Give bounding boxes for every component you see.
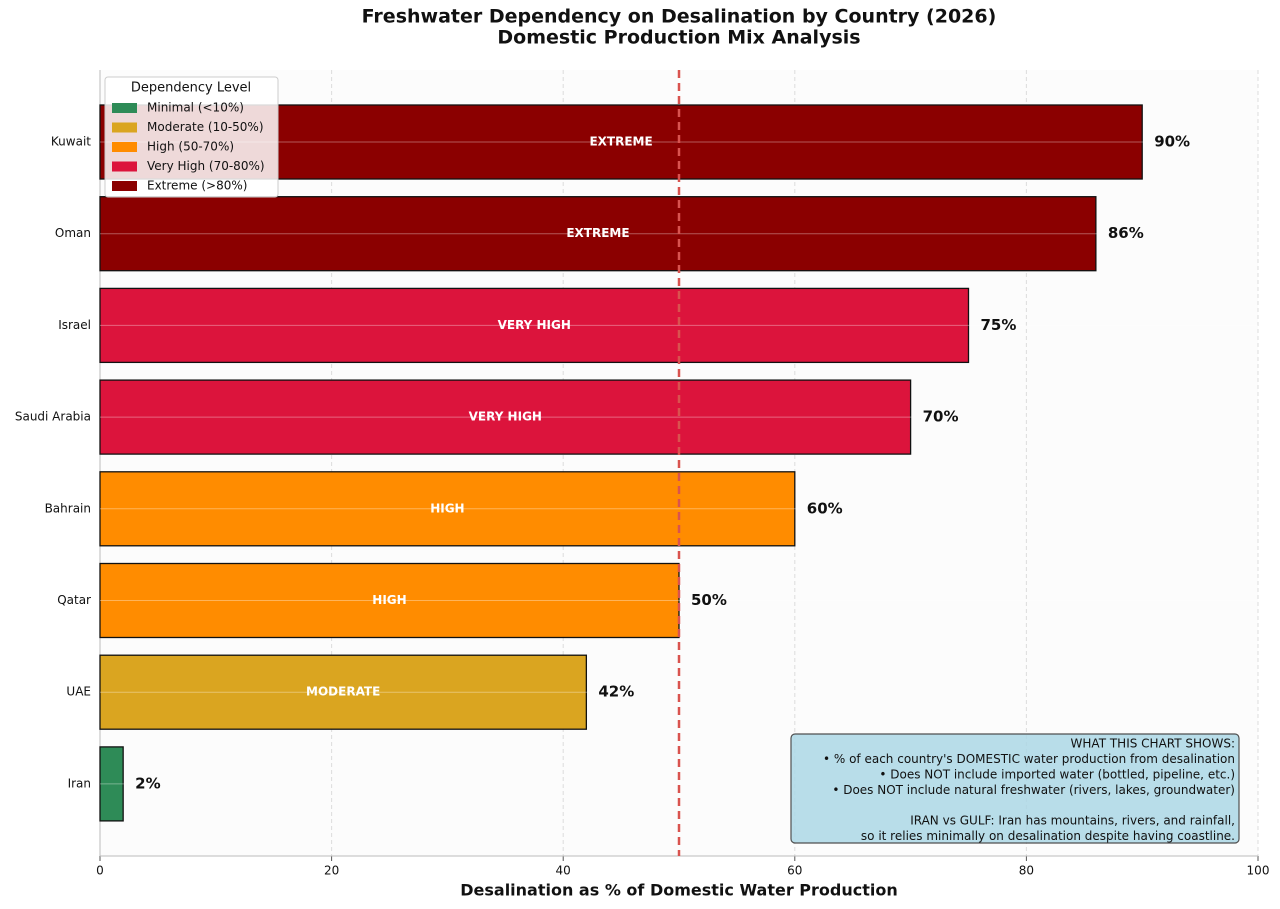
bar <box>99 654 588 730</box>
bar <box>99 562 680 639</box>
x-tick-label: 20 <box>324 864 339 878</box>
value-label: 70% <box>923 408 959 426</box>
legend-label: Minimal (<10%) <box>147 101 244 115</box>
legend-label: Extreme (>80%) <box>147 179 247 193</box>
y-tick-label: Kuwait <box>51 135 91 149</box>
legend-label: Moderate (10-50%) <box>147 120 264 134</box>
bar <box>99 471 796 547</box>
annotation: WHAT THIS CHART SHOWS:• % of each countr… <box>790 733 1240 844</box>
bar-label: VERY HIGH <box>498 318 571 332</box>
y-tick-label: Israel <box>58 318 91 332</box>
y-tick-label: UAE <box>66 685 91 699</box>
bar <box>99 746 124 822</box>
legend-swatch <box>112 142 137 152</box>
annotation-line: • Does NOT include imported water (bottl… <box>879 768 1235 782</box>
annotation-box <box>790 733 1240 844</box>
bar-label: HIGH <box>372 593 406 607</box>
x-tick-label: 0 <box>96 864 104 878</box>
bar-label: HIGH <box>430 501 464 515</box>
value-label: 90% <box>1154 133 1190 151</box>
x-tick-label: 100 <box>1247 864 1270 878</box>
annotation-line: WHAT THIS CHART SHOWS: <box>1071 737 1235 751</box>
legend-swatch <box>112 161 137 172</box>
bar <box>99 196 1097 272</box>
bar-label: VERY HIGH <box>469 410 542 424</box>
chart-subtitle: Domestic Production Mix Analysis <box>497 27 860 49</box>
y-tick-label: Saudi Arabia <box>15 410 91 424</box>
legend-swatch <box>112 103 137 113</box>
legend-box <box>104 76 279 198</box>
legend: Dependency Level Minimal (<10%) Moderate (… <box>104 76 279 198</box>
x-tick-label: 40 <box>556 864 571 878</box>
legend-swatch <box>112 122 137 133</box>
value-label: 86% <box>1108 224 1144 242</box>
x-axis-label: Desalination as % of Domestic Water Prod… <box>460 881 898 900</box>
bar <box>99 379 912 455</box>
value-label: 50% <box>691 591 727 609</box>
annotation-line: IRAN vs GULF: Iran has mountains, rivers… <box>910 814 1235 828</box>
legend-label: Very High (70-80%) <box>147 159 265 173</box>
y-tick-label: Bahrain <box>45 501 91 515</box>
annotation-line: • % of each country's DOMESTIC water pro… <box>823 752 1235 766</box>
bar-label: EXTREME <box>566 226 629 240</box>
legend-label: High (50-70%) <box>147 140 234 154</box>
bar-label: MODERATE <box>306 685 380 699</box>
value-label: 42% <box>598 683 634 701</box>
chart-title: Freshwater Dependency on Desalination by… <box>362 6 997 28</box>
y-tick-label: Oman <box>55 226 91 240</box>
bar-label: EXTREME <box>589 135 652 149</box>
y-tick-label: Iran <box>68 776 91 790</box>
value-label: 2% <box>135 774 160 792</box>
bar <box>99 287 970 364</box>
x-tick-label: 80 <box>1019 864 1034 878</box>
value-label: 75% <box>981 316 1017 334</box>
legend-title: Dependency Level <box>131 81 251 96</box>
annotation-line: so it relies minimally on desalination d… <box>861 829 1235 843</box>
value-label: 60% <box>807 499 843 517</box>
y-tick-label: Qatar <box>57 593 91 607</box>
x-tick-label: 60 <box>787 864 802 878</box>
annotation-line: • Does NOT include natural freshwater (r… <box>832 783 1235 797</box>
legend-swatch <box>112 181 137 191</box>
